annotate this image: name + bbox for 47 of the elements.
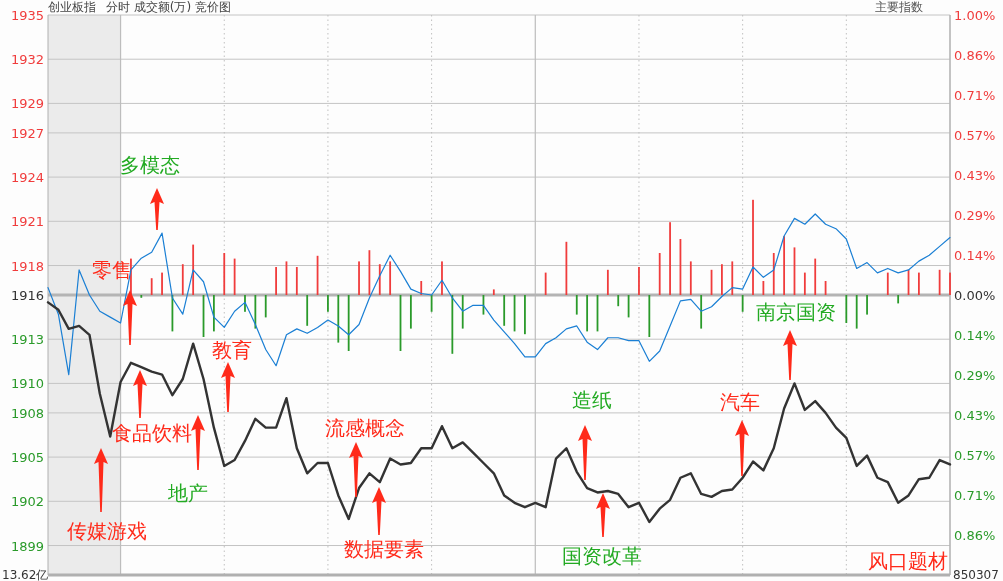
y-tick-label: 1905 xyxy=(10,450,44,466)
y2-tick-label: 0.14% xyxy=(954,328,996,344)
y2-tick-label: 0.14% xyxy=(954,247,996,263)
y2-tick-label: 0.00% xyxy=(954,288,996,303)
y2-tick-label: 0.29% xyxy=(954,368,996,383)
y-tick-label: 1899 xyxy=(10,538,44,554)
annotation: 汽车 xyxy=(720,390,760,414)
y-tick-label: 1929 xyxy=(10,96,44,112)
y-tick-label: 1927 xyxy=(10,125,44,141)
y-tick-label: 1924 xyxy=(10,170,44,186)
chart-title: 创业板指 xyxy=(48,0,96,14)
annotation: 数据要素 xyxy=(344,537,424,561)
y-tick-label: 1918 xyxy=(10,258,44,274)
y2-tick-label: 0.86% xyxy=(954,527,996,543)
y2-tick-label: 0.43% xyxy=(954,167,996,183)
annotation: 风口题材 xyxy=(868,549,948,573)
y-tick-label: 1932 xyxy=(10,52,44,68)
annotation: 造纸 xyxy=(572,388,612,412)
y2-tick-label: 1.00% xyxy=(954,8,996,23)
y2-tick-label: 0.29% xyxy=(954,208,996,223)
chart-subtitle: 分时 成交额(万) 竞价图 xyxy=(106,0,231,14)
annotation: 零售 xyxy=(92,258,132,282)
annotation: 传媒游戏 xyxy=(67,519,147,543)
y-tick-label: 1913 xyxy=(10,332,44,348)
y-tick-label: 1935 xyxy=(10,8,44,23)
annotation: 地产 xyxy=(167,481,208,505)
y-tick-label: 1908 xyxy=(10,405,44,421)
y2-tick-label: 0.86% xyxy=(954,48,996,64)
y2-tick-label: 0.71% xyxy=(954,488,996,503)
y2-tick-label: 0.71% xyxy=(954,88,996,103)
annotation: 流感概念 xyxy=(325,416,405,440)
annotation: 南京国资 xyxy=(756,300,836,324)
y2-tick-label: 0.57% xyxy=(954,447,996,463)
y-tick-label: 1921 xyxy=(10,214,44,230)
text: 主要指数 xyxy=(875,0,923,14)
text: 850307 xyxy=(953,568,999,581)
annotation: 13.62亿 xyxy=(2,568,49,581)
y-tick-label: 1902 xyxy=(10,494,44,510)
y2-tick-label: 0.43% xyxy=(954,408,996,424)
annotation: 国资改革 xyxy=(562,544,642,568)
annotation: 教育 xyxy=(212,338,252,362)
line-series xyxy=(47,213,951,376)
annotation: 食品饮料 xyxy=(112,421,192,445)
y2-tick-label: 0.57% xyxy=(954,128,996,144)
annotation: 多模态 xyxy=(120,153,180,177)
y-tick-label: 1910 xyxy=(10,376,44,392)
y-tick-label: 1916 xyxy=(10,288,44,303)
